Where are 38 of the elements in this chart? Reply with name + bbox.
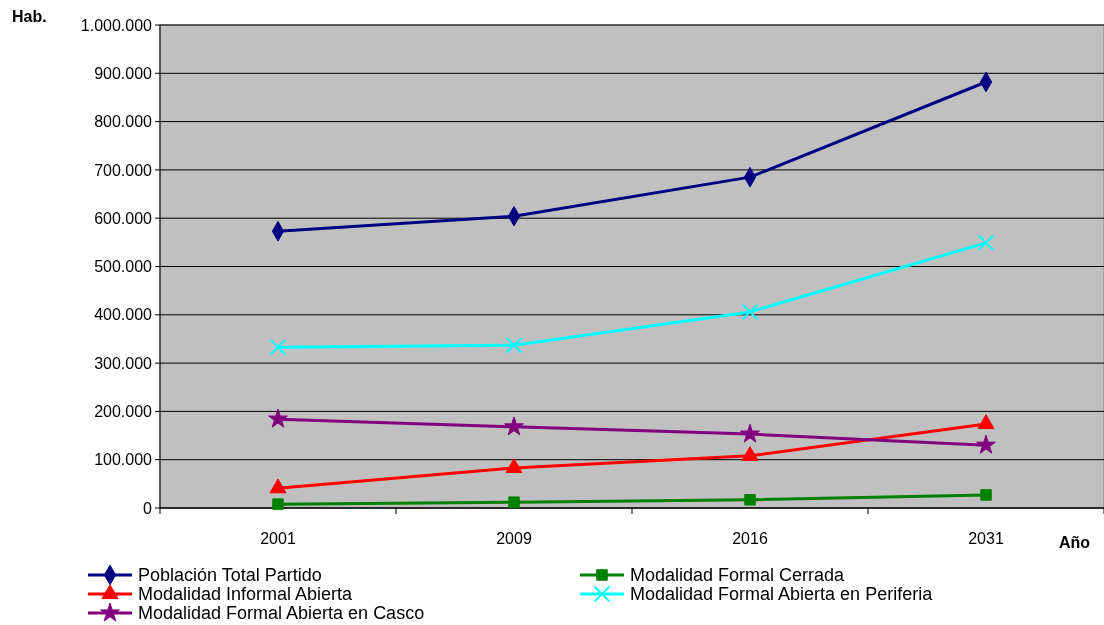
y-tick-label: 600.000 <box>94 209 153 227</box>
point <box>741 446 759 461</box>
y-tick-label: 1.000.000 <box>80 16 153 34</box>
point <box>977 234 995 252</box>
y-tick-label: 300.000 <box>94 354 153 372</box>
y-axis-title: Hab. <box>12 8 47 25</box>
point <box>268 408 288 428</box>
y-tick-label: 700.000 <box>94 161 153 179</box>
point <box>740 423 760 443</box>
point <box>504 416 524 436</box>
y-tick-label: 500.000 <box>94 258 153 276</box>
legend-label: Modalidad Formal Abierta en Casco <box>138 603 425 624</box>
y-tick-label: 100.000 <box>94 451 153 469</box>
point <box>505 336 523 354</box>
point <box>741 303 759 321</box>
point <box>269 478 287 494</box>
point <box>980 489 992 501</box>
point <box>744 494 756 506</box>
x-tick-label: 2031 <box>968 530 1004 547</box>
y-tick-label: 800.000 <box>94 113 153 131</box>
y-tick-label: 400.000 <box>94 306 153 324</box>
point <box>976 434 996 454</box>
y-tick-label: 900.000 <box>94 64 153 82</box>
legend-label: Modalidad Formal Cerrada <box>630 565 846 586</box>
y-tick-label: 200.000 <box>94 403 153 420</box>
legend-label: Modalidad Formal Abierta en Periferia <box>630 584 934 605</box>
point <box>977 414 995 430</box>
legend-label: Población Total Partido <box>138 565 322 586</box>
point <box>272 498 284 510</box>
legend-label: Modalidad Informal Abierta <box>138 584 354 605</box>
x-tick-label: 2016 <box>732 530 768 547</box>
point <box>508 496 520 508</box>
x-axis-title: Año <box>1058 534 1091 551</box>
point <box>269 338 287 356</box>
point <box>505 458 523 474</box>
y-tick-label: 0 <box>143 499 153 517</box>
x-tick-label: 2009 <box>496 530 532 547</box>
x-tick-label: 2001 <box>260 530 296 547</box>
